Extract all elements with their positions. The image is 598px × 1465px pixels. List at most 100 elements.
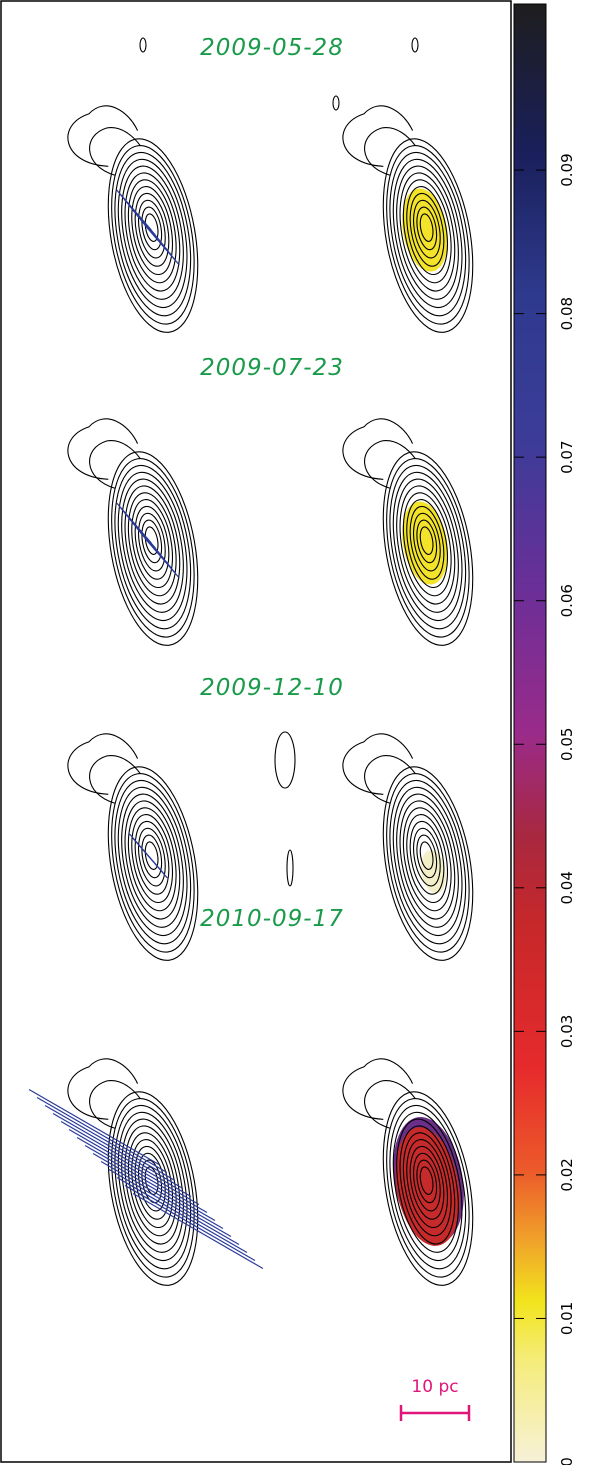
colorbar-tick-label: 0.08 — [558, 297, 576, 330]
contour — [409, 820, 445, 895]
jet-contour — [89, 755, 141, 804]
contour — [389, 1104, 467, 1270]
polarization-vector — [124, 1184, 256, 1262]
contour — [127, 492, 177, 597]
contour — [386, 458, 470, 638]
contour — [396, 165, 459, 300]
polarization-vector — [84, 1144, 216, 1222]
contour — [131, 499, 173, 589]
contour — [107, 766, 199, 961]
contour — [141, 206, 163, 251]
contour — [412, 199, 441, 259]
contour — [382, 766, 474, 961]
contour — [141, 834, 163, 879]
contour — [121, 1118, 184, 1253]
contour — [141, 519, 163, 564]
jet-contour — [342, 1058, 414, 1120]
contour — [396, 1118, 459, 1253]
colorbar-tick-label: 0.03 — [558, 1015, 576, 1048]
contour — [419, 213, 434, 242]
contour — [107, 138, 199, 333]
polarization-vector — [60, 1120, 192, 1198]
contour — [386, 1098, 470, 1278]
colorbar-tick-label: 0.09 — [558, 153, 576, 186]
polarization-vector — [108, 1168, 240, 1246]
colorbar-tick-label: 0.02 — [558, 1158, 576, 1191]
contour — [389, 151, 467, 317]
polarized-emission — [402, 188, 448, 272]
jet-contour — [342, 733, 414, 795]
contour — [406, 186, 448, 276]
contour — [127, 179, 177, 284]
contour — [406, 499, 448, 589]
colorbar-tick-label: 0.06 — [558, 584, 576, 617]
contour — [409, 1145, 445, 1220]
colorbar-tick-label: 0 — [558, 1457, 576, 1465]
contour — [332, 95, 340, 111]
epoch-label: 2009-12-10 — [200, 675, 344, 701]
contour — [419, 841, 434, 870]
contour — [144, 213, 159, 242]
contour — [107, 451, 199, 646]
colorbar-tick-label: 0.04 — [558, 871, 576, 904]
contour — [111, 773, 195, 953]
contour — [111, 145, 195, 325]
contour — [399, 1125, 456, 1245]
polarization-vector — [92, 1152, 224, 1230]
contour-map — [342, 105, 474, 333]
polarization-vector — [44, 1104, 176, 1182]
jet-contour — [342, 105, 414, 167]
contour — [111, 1098, 195, 1278]
contour — [412, 827, 441, 887]
polarization-vector — [28, 1088, 160, 1166]
map-frame — [0, 0, 512, 1463]
contour — [124, 172, 181, 292]
contour — [121, 165, 184, 300]
contour — [416, 834, 438, 879]
contour — [131, 814, 173, 904]
contour — [111, 458, 195, 638]
contour — [406, 1139, 448, 1229]
contour — [144, 1166, 159, 1195]
contour-map — [67, 733, 199, 961]
contour — [412, 512, 441, 572]
jet-contour — [89, 127, 141, 176]
contour — [124, 485, 181, 605]
jet-contour — [89, 1080, 141, 1129]
contour — [117, 1111, 188, 1262]
contour — [402, 1132, 452, 1237]
contour — [137, 827, 166, 887]
contour — [127, 807, 177, 912]
colorbar — [513, 3, 547, 1463]
jet-contour — [67, 733, 139, 795]
contour — [412, 1152, 441, 1212]
contour — [416, 519, 438, 564]
polarization-vector — [116, 1176, 248, 1254]
contour — [114, 151, 192, 317]
polarization-vector — [36, 1096, 168, 1174]
contour — [131, 186, 173, 276]
contour — [121, 793, 184, 928]
contour — [382, 1091, 474, 1286]
contour — [399, 485, 456, 605]
contour-map — [342, 1058, 474, 1286]
epoch-label: 2010-09-17 — [200, 906, 344, 932]
contour — [121, 478, 184, 613]
contour — [117, 786, 188, 937]
jet-contour — [364, 755, 416, 804]
contour — [419, 526, 434, 555]
contour — [389, 464, 467, 630]
contour — [114, 779, 192, 945]
jet-contour — [364, 440, 416, 489]
jet-contour — [67, 1058, 139, 1120]
polarization-vector — [52, 1112, 184, 1190]
polarization-vector — [132, 1192, 264, 1270]
contour — [409, 505, 445, 580]
contour — [399, 172, 456, 292]
polarization-vector — [100, 1160, 232, 1238]
contour-map — [28, 1058, 264, 1286]
contour — [392, 786, 463, 937]
contour — [409, 192, 445, 267]
maps: 2009-05-28 2009-07-23 2009-12-10 2010-09-17 — [28, 35, 474, 1286]
